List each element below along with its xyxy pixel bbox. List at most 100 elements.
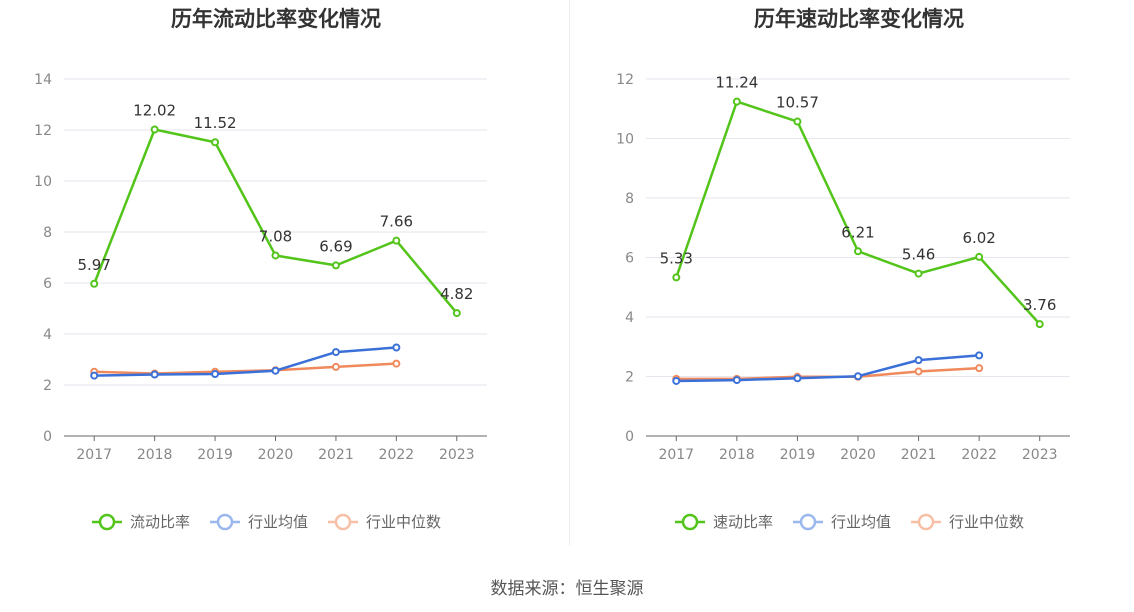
- data-label: 5.97: [78, 256, 111, 274]
- data-point[interactable]: [90, 279, 99, 288]
- x-tick-label: 2018: [137, 447, 173, 463]
- data-point[interactable]: [672, 273, 681, 282]
- legend-label: 行业均值: [831, 513, 891, 531]
- y-tick-label: 2: [43, 378, 52, 394]
- data-point[interactable]: [392, 359, 401, 368]
- x-tick-label: 2017: [76, 447, 112, 463]
- x-tick-label: 2021: [318, 447, 354, 463]
- data-label: 6.21: [841, 223, 874, 241]
- series-line: [675, 100, 1041, 325]
- x-tick-label: 2023: [439, 447, 475, 463]
- legend-item[interactable]: 流动比率: [92, 513, 190, 531]
- data-point[interactable]: [854, 372, 862, 381]
- data-point[interactable]: [452, 309, 461, 318]
- current-ratio-chart: 历年流动比率变化情况 0 2 4 6 8 10 12 14 2017 2018 2019 2020 202…: [34, 7, 487, 531]
- data-point[interactable]: [271, 366, 280, 375]
- y-tick-label: 8: [625, 191, 634, 207]
- x-tick-label: 2021: [901, 447, 937, 463]
- x-tick-label: 2023: [1022, 447, 1058, 463]
- series-line: [94, 362, 397, 375]
- series-line: [94, 346, 397, 377]
- y-tick-label: 12: [34, 123, 52, 139]
- data-label: 7.66: [380, 213, 413, 231]
- chart-title: 历年速动比率变化情况: [754, 7, 964, 31]
- y-tick-label: 6: [43, 276, 52, 292]
- legend-label: 速动比率: [713, 513, 773, 531]
- data-label: 11.24: [715, 74, 758, 92]
- data-label: 12.02: [133, 101, 176, 119]
- legend-label: 行业中位数: [949, 513, 1024, 531]
- legend-item[interactable]: 行业中位数: [911, 513, 1024, 531]
- data-point[interactable]: [975, 252, 984, 261]
- y-tick-label: 6: [625, 251, 634, 267]
- data-label: 10.57: [776, 94, 819, 112]
- data-point[interactable]: [331, 362, 340, 371]
- y-tick-label: 8: [43, 225, 52, 241]
- data-point[interactable]: [854, 247, 862, 256]
- legend-item[interactable]: 行业中位数: [328, 513, 441, 531]
- data-label: 11.52: [194, 114, 237, 132]
- data-label: 6.02: [962, 229, 995, 247]
- data-source-note: 数据来源：恒生聚源: [490, 579, 644, 599]
- y-tick-label: 10: [616, 132, 634, 148]
- x-tick-label: 2020: [840, 447, 876, 463]
- y-tick-label: 10: [34, 174, 52, 190]
- x-tick-label: 2022: [961, 447, 997, 463]
- legend-marker-icon: [98, 513, 116, 531]
- data-point[interactable]: [392, 236, 401, 245]
- data-point[interactable]: [331, 261, 340, 270]
- quick-ratio-chart-panel: 历年速动比率变化情况 0 2 4 6 8 10 12 2017 2018 2019 2020 2021 2…: [570, 0, 1134, 545]
- data-point[interactable]: [793, 117, 802, 126]
- legend-item[interactable]: 速动比率: [675, 513, 773, 531]
- data-point[interactable]: [914, 367, 923, 376]
- legend-item[interactable]: 行业均值: [793, 513, 891, 531]
- quick-ratio-chart: 历年速动比率变化情况 0 2 4 6 8 10 12 2017 2018 2019 2020 2021 2…: [616, 7, 1070, 531]
- data-label: 3.76: [1023, 296, 1056, 314]
- y-tick-label: 4: [625, 310, 634, 326]
- data-point[interactable]: [90, 371, 99, 380]
- data-point[interactable]: [211, 370, 220, 379]
- legend-label: 流动比率: [130, 513, 190, 531]
- data-point[interactable]: [271, 251, 280, 260]
- legend-marker-icon: [334, 513, 352, 531]
- legend-marker-icon: [799, 513, 817, 531]
- data-point[interactable]: [732, 376, 741, 385]
- data-point[interactable]: [331, 348, 340, 357]
- data-point[interactable]: [392, 343, 401, 352]
- data-point[interactable]: [975, 351, 984, 360]
- y-tick-label: 0: [625, 429, 634, 445]
- x-tick-label: 2020: [258, 447, 294, 463]
- legend-label: 行业均值: [248, 513, 308, 531]
- data-point[interactable]: [732, 97, 741, 106]
- data-point[interactable]: [914, 356, 923, 365]
- x-tick-label: 2019: [780, 447, 816, 463]
- legend-item[interactable]: 行业均值: [210, 513, 308, 531]
- data-point[interactable]: [975, 364, 984, 373]
- data-point[interactable]: [914, 269, 923, 278]
- legend-marker-icon: [917, 513, 935, 531]
- data-point[interactable]: [211, 138, 220, 147]
- legend-marker-icon: [216, 513, 234, 531]
- current-ratio-chart-panel: 历年流动比率变化情况 0 2 4 6 8 10 12 14 2017 2018 2019 2020 202…: [0, 0, 568, 545]
- chart-title: 历年流动比率变化情况: [171, 7, 381, 31]
- data-point[interactable]: [793, 374, 802, 383]
- x-tick-label: 2018: [719, 447, 755, 463]
- x-tick-label: 2022: [379, 447, 415, 463]
- data-label: 4.82: [440, 285, 473, 303]
- data-label: 7.08: [259, 227, 292, 245]
- y-tick-label: 14: [34, 72, 52, 88]
- legend-label: 行业中位数: [366, 513, 441, 531]
- y-tick-label: 4: [43, 327, 52, 343]
- data-label: 6.69: [319, 237, 352, 255]
- data-point[interactable]: [1035, 320, 1044, 329]
- x-tick-label: 2017: [658, 447, 694, 463]
- data-label: 5.33: [660, 249, 693, 267]
- series-line: [676, 354, 980, 383]
- y-tick-label: 12: [616, 72, 634, 88]
- data-point[interactable]: [150, 370, 159, 379]
- y-tick-label: 0: [43, 429, 52, 445]
- data-point[interactable]: [672, 376, 681, 385]
- panel-divider: [569, 0, 570, 545]
- data-point[interactable]: [150, 125, 159, 134]
